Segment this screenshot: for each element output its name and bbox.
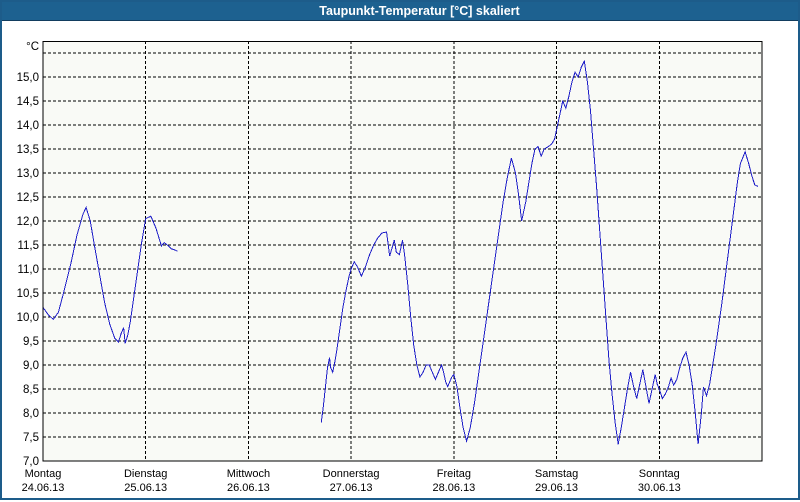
svg-text:11,5: 11,5 <box>17 240 39 252</box>
svg-text:7,5: 7,5 <box>23 432 39 444</box>
svg-text:26.06.13: 26.06.13 <box>227 482 270 494</box>
svg-text:30.06.13: 30.06.13 <box>638 482 681 494</box>
svg-text:12,0: 12,0 <box>17 216 39 228</box>
svg-text:13,0: 13,0 <box>17 168 39 180</box>
svg-text:12,5: 12,5 <box>17 192 39 204</box>
svg-text:8,5: 8,5 <box>23 384 39 396</box>
svg-text:Montag: Montag <box>25 468 62 480</box>
svg-text:9,0: 9,0 <box>23 360 39 372</box>
svg-text:10,5: 10,5 <box>17 288 39 300</box>
svg-text:29.06.13: 29.06.13 <box>535 482 578 494</box>
svg-text:25.06.13: 25.06.13 <box>124 482 167 494</box>
svg-text:Mittwoch: Mittwoch <box>227 468 270 480</box>
svg-text:14,0: 14,0 <box>17 120 39 132</box>
svg-text:13,5: 13,5 <box>17 144 39 156</box>
svg-text:11,0: 11,0 <box>17 264 39 276</box>
svg-text:Freitag: Freitag <box>437 468 471 480</box>
svg-text:7,0: 7,0 <box>23 456 39 468</box>
svg-text:Samstag: Samstag <box>535 468 578 480</box>
svg-text:Donnerstag: Donnerstag <box>323 468 380 480</box>
svg-text:9,5: 9,5 <box>23 336 39 348</box>
svg-text:28.06.13: 28.06.13 <box>432 482 475 494</box>
svg-text:15,0: 15,0 <box>17 72 39 84</box>
svg-text:8,0: 8,0 <box>23 408 39 420</box>
svg-text:14,5: 14,5 <box>17 96 39 108</box>
svg-text:27.06.13: 27.06.13 <box>330 482 373 494</box>
svg-text:Dienstag: Dienstag <box>124 468 167 480</box>
svg-text:Sonntag: Sonntag <box>639 468 680 480</box>
svg-text:24.06.13: 24.06.13 <box>22 482 65 494</box>
svg-text:10,0: 10,0 <box>17 312 39 324</box>
svg-text:°C: °C <box>26 41 39 53</box>
